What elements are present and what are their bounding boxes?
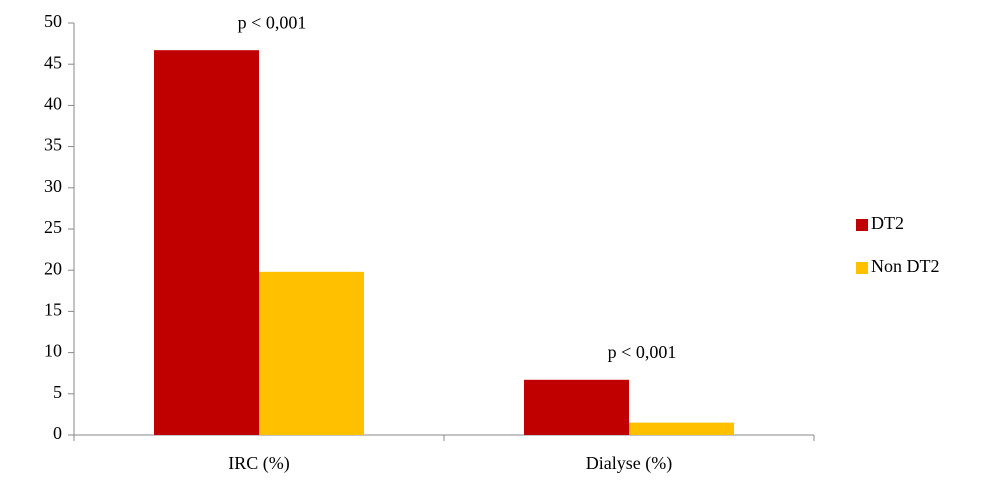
y-tick-label: 35 — [44, 135, 62, 155]
y-tick-label: 20 — [44, 258, 62, 278]
y-tick-label: 40 — [44, 94, 62, 114]
y-tick-label: 50 — [44, 11, 62, 31]
bar — [259, 271, 364, 435]
legend-label: Non DT2 — [871, 256, 940, 276]
bar — [629, 422, 734, 435]
legend-label: DT2 — [871, 213, 904, 233]
y-tick-label: 15 — [44, 300, 62, 320]
y-tick-label: 45 — [44, 52, 62, 72]
y-tick-label: 0 — [53, 423, 62, 443]
x-tick-label: IRC (%) — [228, 453, 290, 474]
y-tick-label: 25 — [44, 217, 62, 237]
y-tick-label: 10 — [44, 341, 62, 361]
annotation: p < 0,001 — [608, 342, 677, 362]
x-tick-label: Dialyse (%) — [586, 453, 672, 474]
y-tick-label: 30 — [44, 176, 62, 196]
y-tick-label: 5 — [53, 382, 62, 402]
legend-swatch — [856, 219, 868, 231]
annotation: p < 0,001 — [238, 12, 307, 32]
bar — [154, 50, 259, 435]
bar — [524, 379, 629, 435]
legend-swatch — [856, 262, 868, 274]
